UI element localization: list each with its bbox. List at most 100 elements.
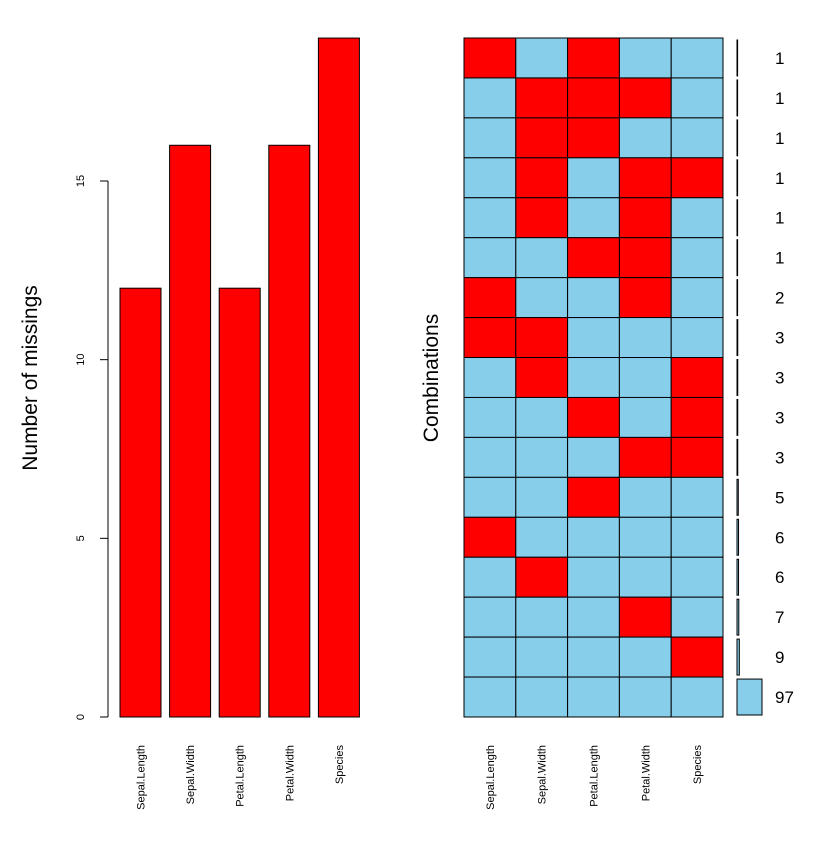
combination-cell: [515, 396, 569, 438]
combination-count-bar: [736, 518, 740, 556]
combination-cell: [463, 676, 517, 718]
combination-cell: [515, 117, 569, 159]
combination-cell: [670, 37, 724, 79]
combination-cell: [463, 516, 517, 558]
combination-cell: [618, 436, 672, 478]
combination-cell: [463, 596, 517, 638]
combination-cell: [515, 596, 569, 638]
combination-cell: [515, 317, 569, 359]
bar: [317, 37, 360, 718]
combination-count-label: 1: [775, 129, 784, 148]
combination-count-bar: [736, 159, 739, 197]
combination-cell: [670, 157, 724, 199]
combination-cell: [618, 317, 672, 359]
combination-cell: [618, 77, 672, 119]
combination-cell: [670, 117, 724, 159]
combination-cell: [618, 357, 672, 398]
x-tick-label: Species: [692, 745, 704, 785]
combination-cell: [567, 157, 620, 199]
combination-cell: [618, 237, 672, 279]
combination-cell: [515, 516, 569, 558]
x-tick-label: Sepal.Width: [185, 745, 197, 804]
combination-count-bar: [736, 79, 739, 117]
x-tick-label: Petal.Length: [235, 745, 247, 807]
combination-count-label: 3: [775, 408, 784, 427]
combination-cell: [670, 197, 724, 239]
combination-cell: [515, 357, 569, 398]
combination-cell: [670, 77, 724, 119]
combination-cell: [618, 197, 672, 239]
combination-count-bar: [736, 438, 739, 476]
combination-cell: [515, 237, 569, 279]
combination-cell: [567, 436, 620, 478]
combination-count-label: 6: [775, 568, 784, 587]
combination-cell: [567, 237, 620, 279]
combination-cell: [463, 197, 517, 239]
combination-cell: [567, 636, 620, 678]
combination-count-bar: [736, 119, 739, 157]
combination-count-label: 7: [775, 608, 784, 627]
combination-cell: [567, 476, 620, 518]
combination-cell: [670, 277, 724, 319]
combination-count-label: 1: [775, 209, 784, 228]
combination-cell: [515, 636, 569, 678]
combination-cell: [670, 636, 724, 678]
combination-cell: [618, 157, 672, 199]
x-tick-label: Sepal.Length: [485, 745, 497, 810]
combination-count-bar: [736, 359, 739, 396]
combination-count-label: 3: [775, 369, 784, 388]
combination-cell: [567, 516, 620, 558]
combination-cell: [463, 117, 517, 159]
combination-cell: [515, 556, 569, 598]
combination-cell: [567, 357, 620, 398]
combination-cell: [567, 277, 620, 319]
combination-cell: [463, 436, 517, 478]
combination-cell: [670, 596, 724, 638]
y-tick-label: 10: [75, 354, 87, 366]
combinations-chart: 1 1 1 1 1 1 2 3 3 3 3 5 6 6 7 9 97 Sepal.Length Sepal.Widt…: [420, 37, 794, 810]
combination-cell: [618, 556, 672, 598]
combination-cell: [463, 636, 517, 678]
x-tick-label: Species: [334, 745, 346, 785]
x-tick-label: Petal.Width: [640, 745, 652, 801]
combination-cell: [515, 676, 569, 718]
combination-cell: [463, 476, 517, 518]
combination-cell: [463, 556, 517, 598]
combination-count-bar: [736, 39, 739, 77]
combination-cell: [463, 237, 517, 279]
combination-count-label: 5: [775, 488, 784, 507]
combination-count-bar: [736, 598, 740, 636]
combination-count-label: 2: [775, 289, 784, 308]
combination-count-bar: [736, 279, 739, 317]
combination-count-label: 97: [775, 688, 794, 707]
x-tick-label: Petal.Length: [589, 745, 601, 807]
combination-cell: [670, 317, 724, 359]
combination-cell: [567, 317, 620, 359]
combination-cell: [515, 476, 569, 518]
combination-cell: [618, 676, 672, 718]
combination-cell: [515, 197, 569, 239]
combination-cell: [670, 237, 724, 279]
combination-cell: [515, 37, 569, 79]
combination-cell: [618, 476, 672, 518]
bar: [119, 287, 162, 718]
combination-cell: [618, 37, 672, 79]
combination-cell: [618, 396, 672, 438]
combination-cell: [670, 357, 724, 398]
combination-cell: [463, 277, 517, 319]
combination-cell: [515, 157, 569, 199]
combination-cell: [515, 277, 569, 319]
combination-count-label: 1: [775, 49, 784, 68]
bar: [169, 144, 212, 718]
combination-cell: [567, 556, 620, 598]
combination-count-bar: [736, 558, 740, 596]
combination-count-bar: [736, 678, 763, 716]
combination-count-bar: [736, 478, 739, 516]
combination-cell: [670, 396, 724, 438]
y-tick-label: 15: [75, 175, 87, 187]
combination-count-label: 3: [775, 448, 784, 467]
combination-count-label: 1: [775, 249, 784, 268]
combination-cell: [515, 77, 569, 119]
combination-count-label: 1: [775, 89, 784, 108]
combination-count-label: 3: [775, 329, 784, 348]
